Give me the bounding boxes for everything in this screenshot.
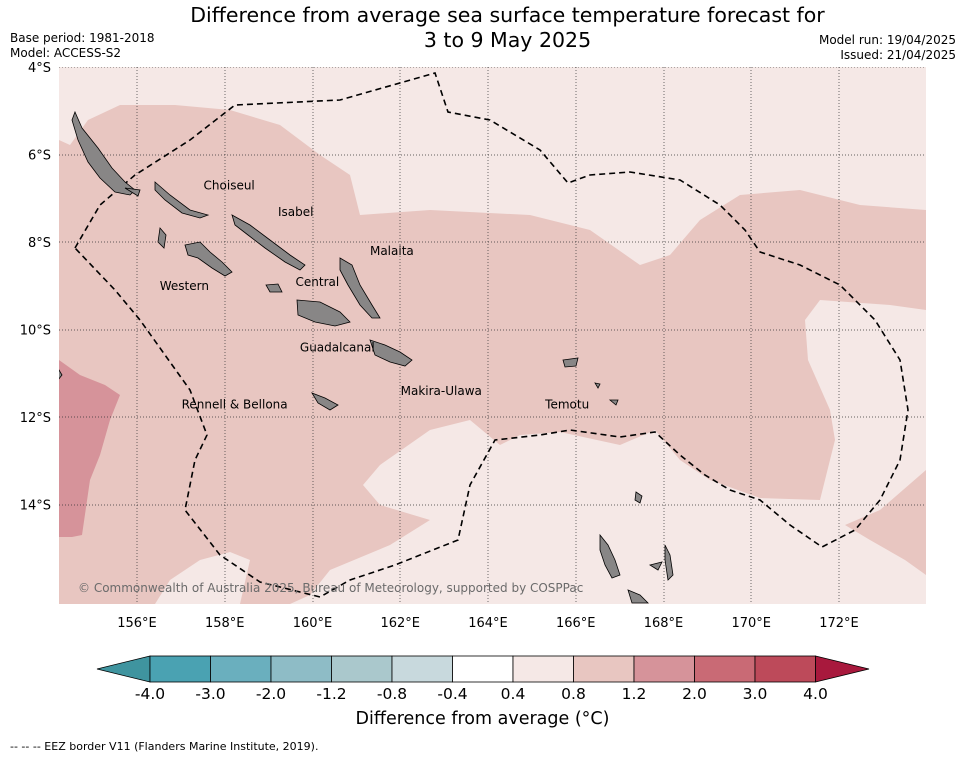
lon-label-7: 170°E	[731, 616, 771, 631]
russell-island	[265, 283, 283, 293]
base-period-label: Base period: 1981-2018	[10, 31, 155, 45]
lon-label-1: 158°E	[205, 616, 245, 631]
colorbar-tick-9: 2.0	[682, 685, 707, 703]
new-georgia-island	[184, 241, 233, 277]
lat-label-0: 4°S	[28, 61, 51, 76]
vanuatu-island-1	[599, 533, 621, 579]
choiseul-west-island	[71, 110, 136, 196]
region-label-central: Central	[296, 275, 340, 289]
title-line-1: Difference from average sea surface temp…	[190, 3, 825, 27]
lat-label-2: 8°S	[28, 236, 51, 251]
colorbar-tick-8: 1.2	[622, 685, 647, 703]
graticule	[59, 67, 926, 604]
region-label-guadalcanal: Guadalcanal	[300, 340, 375, 354]
colorbar-arrow-low	[96, 655, 151, 683]
vella-lavella-island	[157, 227, 167, 249]
bougainville-fragment	[59, 369, 63, 380]
colorbar-tick-7: 0.8	[561, 685, 586, 703]
colorbar-segment-4	[331, 655, 393, 683]
eez-footnote: -- -- -- EEZ border V11 (Flanders Marine…	[10, 740, 319, 753]
lon-label-4: 164°E	[468, 616, 508, 631]
lat-label-4: 12°S	[20, 411, 51, 426]
vanuatu-island-4	[648, 561, 663, 571]
colorbar-tick-2: -2.0	[256, 685, 286, 703]
lon-label-3: 162°E	[380, 616, 420, 631]
colorbar-title-text: Difference from average (°C)	[355, 709, 610, 729]
colorbar-segment-9	[633, 655, 695, 683]
title-line-2: 3 to 9 May 2025	[423, 28, 592, 52]
colorbar-tick-1: -3.0	[195, 685, 225, 703]
region-label-choiseul: Choiseul	[204, 179, 255, 193]
colorbar-segment-7	[512, 655, 574, 683]
colorbar-tick-6: 0.4	[501, 685, 526, 703]
colorbar-segment-5	[391, 655, 453, 683]
colorbar-title: Difference from average (°C)	[0, 709, 965, 729]
colorbar-segment-10	[694, 655, 756, 683]
guadalcanal-island	[296, 299, 351, 327]
santa-cruz-island	[562, 357, 579, 368]
region-label-makira-ulawa: Makira-Ulawa	[401, 384, 482, 398]
colorbar-tick-5: -0.4	[437, 685, 467, 703]
longitude-labels: 156°E 158°E 160°E 162°E 164°E 166°E 168°E 170°E…	[117, 616, 859, 631]
colorbar-tick-3: -1.2	[316, 685, 346, 703]
latitude-labels: 4°S 6°S 8°S 10°S 12°S 14°S	[20, 61, 51, 514]
makira-island	[369, 339, 413, 367]
small-island-2	[594, 382, 601, 389]
region-label-isabel: Isabel	[278, 205, 313, 219]
colorbar-segment-1	[149, 655, 211, 683]
lat-label-3: 10°S	[20, 324, 51, 339]
colorbar-tick-10: 3.0	[743, 685, 768, 703]
torres-island	[634, 491, 643, 504]
model-run-label: Model run: 19/04/2025	[818, 33, 956, 47]
meta-left: Base period: 1981-2018 Model: ACCESS-S2	[10, 31, 155, 61]
colorbar-tick-0: -4.0	[135, 685, 165, 703]
lon-label-0: 156°E	[117, 616, 157, 631]
model-label: Model: ACCESS-S2	[10, 46, 122, 60]
rennell-island	[311, 392, 339, 411]
region-label-temotu: Temotu	[544, 397, 589, 411]
sst-map: © Commonwealth of Australia 2025, Bureau…	[59, 67, 926, 604]
small-island-1	[608, 399, 619, 406]
islands	[59, 110, 674, 604]
vanuatu-island-2	[627, 589, 649, 604]
chart-title: Difference from average sea surface temp…	[150, 3, 865, 53]
lat-label-5: 14°S	[20, 499, 51, 514]
lon-label-2: 160°E	[293, 616, 333, 631]
lon-label-6: 168°E	[644, 616, 684, 631]
colorbar: -4.0 -3.0 -2.0 -1.2 -0.8 -0.4 0.4 0.8 1.2 2.0 3.0 4…	[96, 655, 870, 703]
colorbar-segment-8	[573, 655, 635, 683]
lon-label-8: 172°E	[819, 616, 859, 631]
colorbar-segment-6	[452, 655, 514, 683]
colorbar-segment-2	[210, 655, 272, 683]
copyright-text: © Commonwealth of Australia 2025, Bureau…	[78, 581, 583, 595]
colorbar-tick-11: 4.0	[803, 685, 828, 703]
region-labels: Choiseul Isabel Malaita Western Central Guada…	[160, 179, 589, 412]
colorbar-arrow-high	[815, 655, 870, 683]
lon-label-5: 166°E	[556, 616, 596, 631]
colorbar-tick-4: -0.8	[377, 685, 407, 703]
region-label-rennell-bellona: Rennell & Bellona	[182, 397, 288, 411]
malaita-island	[339, 257, 381, 319]
choiseul-island	[154, 181, 210, 219]
region-label-western: Western	[160, 279, 209, 293]
shortland-island	[124, 187, 141, 197]
lat-label-1: 6°S	[28, 149, 51, 164]
meta-right: Model run: 19/04/2025 Issued: 21/04/2025	[819, 33, 956, 63]
issued-label: Issued: 21/04/2025	[840, 48, 956, 62]
anomaly-band-0-8-to-1-2	[59, 105, 926, 604]
colorbar-segment-3	[270, 655, 332, 683]
colorbar-segment-11	[754, 655, 816, 683]
anomaly-band-low-patch	[155, 552, 250, 604]
anomaly-band-se-patch	[845, 470, 926, 575]
eez-border	[74, 72, 909, 598]
vanuatu-island-3	[664, 544, 674, 581]
region-label-malaita: Malaita	[370, 244, 414, 258]
anomaly-band-1-2-to-2-0	[59, 360, 120, 537]
isabel-island	[231, 214, 306, 271]
